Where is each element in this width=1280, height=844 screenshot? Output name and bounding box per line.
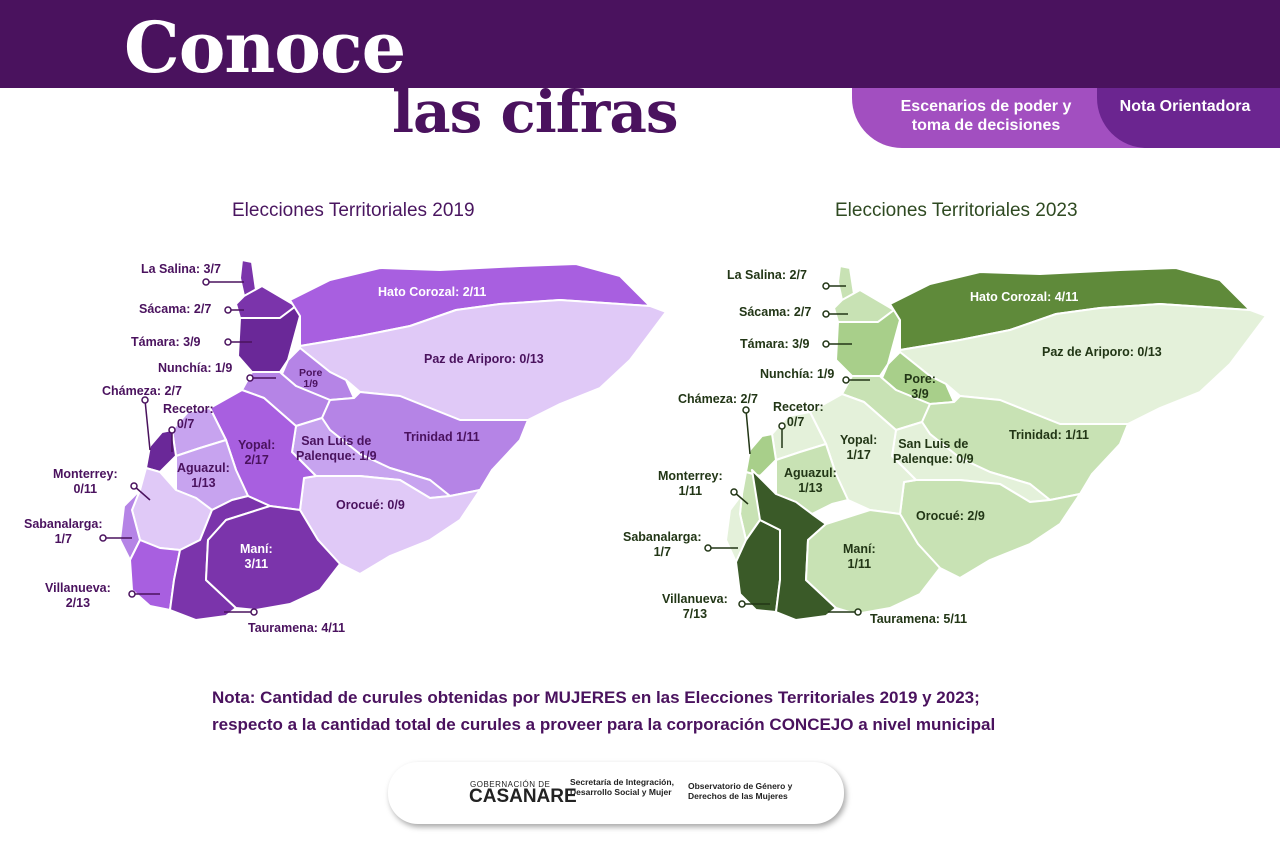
label-2023-la-salina: La Salina: 2/7 — [727, 268, 807, 282]
map-2023-title: Elecciones Territoriales 2023 — [835, 200, 1078, 221]
label-2023-trinidad: Trinidad: 1/11 — [1009, 428, 1089, 442]
label-2019-chameza: Chámeza: 2/7 — [102, 384, 182, 398]
observatorio-label: Observatorio de Género y Derechos de las… — [688, 781, 793, 801]
label-2023-nunchia: Nunchía: 1/9 — [760, 367, 835, 381]
label-2019-la-salina: La Salina: 3/7 — [141, 262, 221, 276]
region-2023-mani — [805, 509, 941, 615]
leaders-2023 — [704, 282, 870, 616]
label-2023-mani: Maní: 1/11 — [843, 542, 876, 571]
label-2019-sabanalarga: Sabanalarga: 1/7 — [24, 517, 103, 546]
secretaria-label: Secretaría de Integración, Desarrollo So… — [570, 777, 674, 797]
region-2019-mani — [205, 505, 341, 611]
label-2023-monterrey: Monterrey: 1/11 — [658, 469, 723, 498]
doctype-label: Nota Orientadora — [1119, 98, 1251, 115]
label-2023-hato-corozal: Hato Corozal: 4/11 — [970, 290, 1079, 304]
region-2023-chameza — [745, 433, 777, 477]
label-2019-san-luis: San Luis de Palenque: 1/9 — [296, 434, 377, 463]
label-2023-chameza: Chámeza: 2/7 — [678, 392, 758, 406]
header-bar — [0, 0, 1280, 88]
title-line1: Conoce — [124, 6, 406, 89]
label-2019-orocue: Orocué: 0/9 — [336, 498, 405, 512]
label-2019-mani: Maní: 3/11 — [240, 542, 273, 571]
title-line2: las cifras — [392, 78, 679, 146]
footer-logos — [388, 762, 844, 824]
label-2019-tamara: Támara: 3/9 — [131, 335, 201, 349]
label-2019-paz-de-ariporo: Paz de Ariporo: 0/13 — [424, 352, 544, 366]
map-2023 — [725, 265, 1267, 621]
map-2019-title: Elecciones Territoriales 2019 — [232, 200, 475, 221]
label-2023-tamara: Támara: 3/9 — [740, 337, 810, 351]
label-2019-yopal: Yopal: 2/17 — [238, 438, 276, 467]
region-2019-paz-de-ariporo — [299, 299, 667, 421]
leaders-2019 — [99, 278, 276, 616]
label-2023-sacama: Sácama: 2/7 — [739, 305, 812, 319]
label-2019-villanueva: Villanueva: 2/13 — [45, 581, 111, 610]
label-2023-villanueva: Villanueva: 7/13 — [662, 592, 728, 621]
label-2019-monterrey: Monterrey: 0/11 — [53, 467, 118, 496]
region-2023-paz-de-ariporo — [899, 303, 1267, 425]
label-2023-aguazul: Aguazul: 1/13 — [784, 466, 837, 495]
label-2023-paz-de-ariporo: Paz de Ariporo: 0/13 — [1042, 345, 1162, 359]
gov-name: CASANARE — [469, 786, 577, 807]
label-2019-pore: Pore 1/9 — [299, 367, 323, 390]
doctype-pill — [1097, 88, 1280, 148]
label-2023-recetor: Recetor: 0/7 — [773, 400, 824, 429]
label-2023-sabanalarga: Sabanalarga: 1/7 — [623, 530, 702, 559]
note-text: Nota: Cantidad de curules obtenidas por … — [212, 688, 996, 734]
label-2019-hato-corozal: Hato Corozal: 2/11 — [378, 285, 487, 299]
label-2019-tauramena: Tauramena: 4/11 — [248, 621, 346, 635]
label-2019-sacama: Sácama: 2/7 — [139, 302, 212, 316]
label-2023-tauramena: Tauramena: 5/11 — [870, 612, 968, 626]
gov-prefix: GOBERNACIÓN DE — [470, 780, 551, 789]
section-label: Escenarios de poder y toma de decisiones — [900, 98, 1072, 134]
label-2023-pore: Pore: 3/9 — [904, 372, 936, 401]
label-2019-nunchia: Nunchía: 1/9 — [158, 361, 233, 375]
label-2023-yopal: Yopal: 1/17 — [840, 433, 878, 462]
label-2023-san-luis: San Luis de Palenque: 0/9 — [893, 437, 974, 466]
label-2023-orocue: Orocué: 2/9 — [916, 509, 985, 523]
label-2019-trinidad: Trinidad 1/11 — [404, 430, 480, 444]
map-2019 — [119, 259, 667, 621]
label-2019-aguazul: Aguazul: 1/13 — [177, 461, 230, 490]
label-2019-recetor: Recetor: 0/7 — [163, 402, 214, 431]
